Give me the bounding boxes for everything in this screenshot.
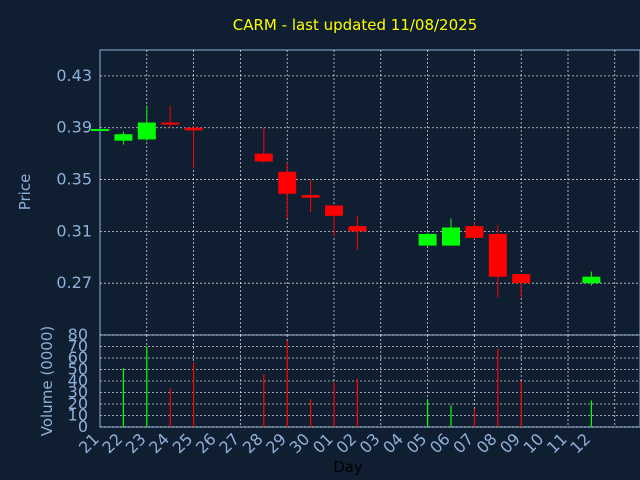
candle-body [161, 122, 180, 125]
candle-body [254, 153, 273, 162]
volume-bar [497, 348, 499, 427]
candle-body [114, 134, 133, 141]
y-tick-label: 0.35 [56, 170, 92, 189]
volume-bar [263, 374, 265, 427]
chart-title: CARM - last updated 11/08/2025 [233, 16, 477, 34]
volume-bar [333, 382, 335, 427]
volume-bar [590, 400, 592, 427]
candle-body [582, 276, 601, 284]
volume-tick-label: 0 [78, 417, 88, 436]
y-axis-label: Price [16, 174, 34, 211]
candle-body [325, 205, 343, 216]
volume-bar [427, 399, 429, 427]
volume-axis-label: Volume (0000) [38, 326, 56, 436]
volume-tick-label: 50 [68, 360, 88, 379]
candle-body [348, 226, 367, 232]
volume-tick-label: 40 [68, 371, 88, 390]
candle-body [301, 195, 320, 198]
volume-bar [520, 381, 522, 427]
candle-body [91, 129, 109, 132]
volume-tick-label: 80 [68, 325, 88, 344]
candle-body [418, 233, 437, 246]
volume-bar [356, 378, 358, 427]
volume-bar [193, 362, 195, 427]
candle-body [278, 171, 297, 194]
volume-tick-label: 10 [68, 406, 88, 425]
volume-tick-label: 20 [68, 394, 88, 413]
volume-bar [450, 405, 452, 427]
candle-body [512, 274, 531, 284]
volume-bar [169, 387, 171, 427]
x-axis-label: Day [333, 458, 363, 476]
volume-tick-label: 70 [68, 337, 88, 356]
y-tick-label: 0.39 [56, 118, 92, 137]
y-tick-label: 0.43 [56, 66, 92, 85]
volume-bar [310, 399, 312, 427]
volume-bar [473, 408, 475, 427]
volume-bar [146, 346, 148, 427]
candle-body [465, 226, 484, 238]
volume-tick-label: 60 [68, 348, 88, 367]
volume-bar [286, 340, 288, 427]
candle-body [137, 122, 156, 140]
candle-body [488, 233, 507, 277]
y-tick-label: 0.31 [56, 221, 92, 240]
candle-body [184, 127, 203, 131]
volume-tick-label: 30 [68, 383, 88, 402]
volume-bar [122, 368, 124, 427]
candle-body [442, 227, 460, 246]
y-tick-label: 0.27 [56, 273, 92, 292]
